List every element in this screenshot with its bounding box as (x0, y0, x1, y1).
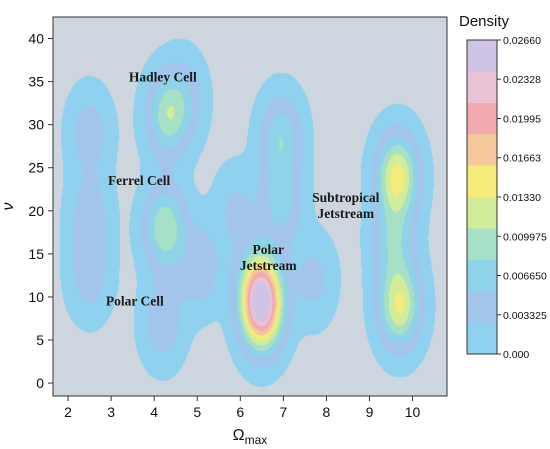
colorbar-tick-label: 0.01995 (503, 114, 541, 126)
annotation-line: Ferrel Cell (108, 173, 171, 188)
x-tick-label: 10 (405, 404, 421, 420)
plot-area (52, 16, 448, 397)
x-tick-label: 9 (366, 404, 374, 420)
axes: Ωmax ν 2 3 4 5 6 7 8 9 10 0 5 10 15 20 25 30 35 40 (0, 31, 421, 447)
x-axis-title: Ωmax (233, 427, 268, 447)
colorbar-tick-label: 0.02328 (503, 74, 541, 86)
annotation-line: Jetstream (317, 206, 374, 221)
x-tick-label: 4 (150, 404, 158, 420)
annotation-label: Ferrel Cell (108, 173, 171, 188)
annotation-line: Polar Cell (106, 294, 164, 309)
annotation-label: Hadley Cell (129, 70, 197, 85)
colorbar-tick-label: 0.006650 (503, 271, 547, 283)
colorbar-title: Density (459, 13, 510, 30)
colorbar-tick-label: 0.01663 (503, 153, 541, 165)
density-heatmap-canvas (53, 17, 447, 396)
x-tick-label: 3 (107, 404, 115, 420)
x-tick-label: 5 (193, 404, 201, 420)
annotation-line: Hadley Cell (129, 70, 197, 85)
annotation-line: Subtropical (312, 190, 380, 205)
colorbar-tick-label: 0.02660 (503, 35, 541, 47)
colorbar-tick-label: 0.009975 (503, 231, 547, 243)
y-tick-label: 20 (28, 203, 44, 219)
y-tick-label: 5 (36, 332, 44, 348)
y-tick-label: 40 (28, 31, 44, 47)
y-tick-label: 25 (28, 160, 44, 176)
x-tick-label: 8 (323, 404, 331, 420)
annotation-label: Polar Cell (106, 294, 164, 309)
x-tick-label: 2 (64, 404, 72, 420)
x-tick-label: 6 (236, 404, 244, 420)
colorbar: Density 0.000 0.003325 0.006650 0.009975 0.0… (459, 13, 547, 361)
annotation-label: Polar Jetstream (240, 242, 297, 273)
y-tick-label: 15 (28, 246, 44, 262)
colorbar-tick-label: 0.000 (503, 349, 529, 361)
colorbar-tick-label: 0.01330 (503, 192, 541, 204)
x-tick-label: 7 (279, 404, 287, 420)
density-field (53, 17, 447, 396)
colorbar-tick-label: 0.003325 (503, 310, 547, 322)
y-tick-label: 10 (28, 289, 44, 305)
annotation-label: Subtropical Jetstream (312, 190, 380, 221)
colorbar-scale (466, 39, 498, 355)
y-tick-label: 35 (28, 74, 44, 90)
y-axis-title: ν (0, 203, 17, 211)
annotation-line: Polar (253, 242, 285, 257)
plot-frame (52, 16, 448, 397)
annotation-line: Jetstream (240, 258, 297, 273)
y-tick-label: 0 (36, 375, 44, 391)
y-tick-label: 30 (28, 117, 44, 133)
